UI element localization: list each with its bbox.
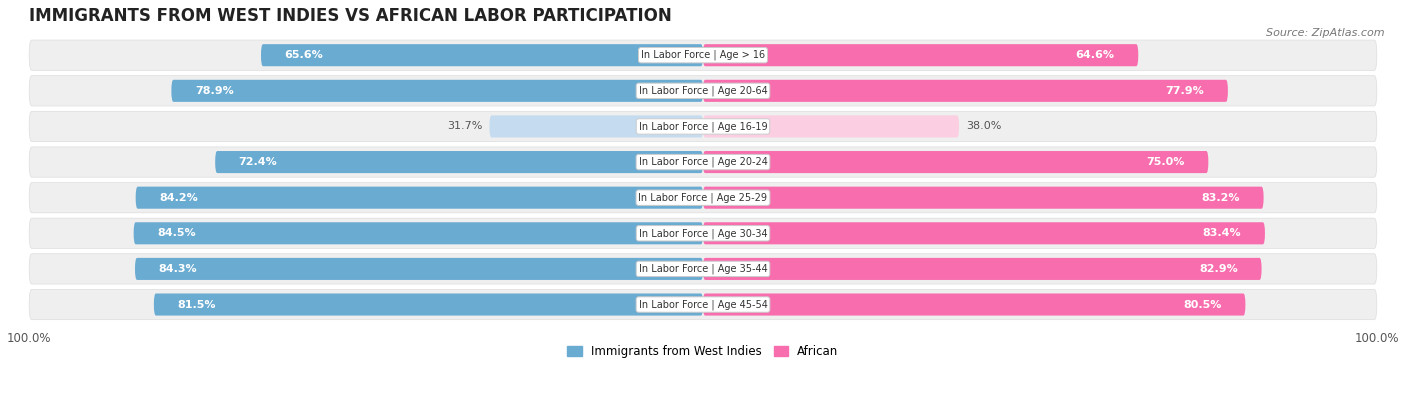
Text: In Labor Force | Age 20-64: In Labor Force | Age 20-64 [638,86,768,96]
FancyBboxPatch shape [703,293,1246,316]
FancyBboxPatch shape [703,258,1261,280]
FancyBboxPatch shape [30,111,1376,141]
FancyBboxPatch shape [153,293,703,316]
Text: In Labor Force | Age > 16: In Labor Force | Age > 16 [641,50,765,60]
Text: In Labor Force | Age 25-29: In Labor Force | Age 25-29 [638,192,768,203]
Text: 77.9%: 77.9% [1166,86,1205,96]
FancyBboxPatch shape [135,186,703,209]
FancyBboxPatch shape [30,182,1376,213]
FancyBboxPatch shape [703,222,1265,245]
Text: 83.4%: 83.4% [1202,228,1241,238]
FancyBboxPatch shape [30,40,1376,70]
Text: 83.2%: 83.2% [1202,193,1240,203]
FancyBboxPatch shape [703,44,1139,66]
FancyBboxPatch shape [172,80,703,102]
Text: 65.6%: 65.6% [284,50,323,60]
FancyBboxPatch shape [30,76,1376,106]
Text: In Labor Force | Age 35-44: In Labor Force | Age 35-44 [638,263,768,274]
FancyBboxPatch shape [30,147,1376,177]
FancyBboxPatch shape [30,254,1376,284]
FancyBboxPatch shape [703,115,959,137]
FancyBboxPatch shape [30,218,1376,248]
FancyBboxPatch shape [30,290,1376,320]
Text: 81.5%: 81.5% [177,299,217,310]
Legend: Immigrants from West Indies, African: Immigrants from West Indies, African [562,341,844,363]
Text: IMMIGRANTS FROM WEST INDIES VS AFRICAN LABOR PARTICIPATION: IMMIGRANTS FROM WEST INDIES VS AFRICAN L… [30,7,672,25]
FancyBboxPatch shape [262,44,703,66]
Text: 80.5%: 80.5% [1184,299,1222,310]
Text: Source: ZipAtlas.com: Source: ZipAtlas.com [1267,28,1385,38]
Text: 84.5%: 84.5% [157,228,195,238]
FancyBboxPatch shape [489,115,703,137]
FancyBboxPatch shape [703,80,1227,102]
FancyBboxPatch shape [703,186,1264,209]
Text: In Labor Force | Age 30-34: In Labor Force | Age 30-34 [638,228,768,239]
Text: In Labor Force | Age 45-54: In Labor Force | Age 45-54 [638,299,768,310]
Text: 82.9%: 82.9% [1199,264,1239,274]
FancyBboxPatch shape [134,222,703,245]
Text: 78.9%: 78.9% [195,86,233,96]
FancyBboxPatch shape [703,151,1208,173]
Text: 31.7%: 31.7% [447,121,482,132]
Text: 64.6%: 64.6% [1076,50,1115,60]
Text: 84.3%: 84.3% [159,264,197,274]
Text: 38.0%: 38.0% [966,121,1001,132]
Text: 72.4%: 72.4% [239,157,277,167]
Text: In Labor Force | Age 16-19: In Labor Force | Age 16-19 [638,121,768,132]
FancyBboxPatch shape [135,258,703,280]
Text: In Labor Force | Age 20-24: In Labor Force | Age 20-24 [638,157,768,167]
Text: 75.0%: 75.0% [1146,157,1185,167]
Text: 84.2%: 84.2% [159,193,198,203]
FancyBboxPatch shape [215,151,703,173]
